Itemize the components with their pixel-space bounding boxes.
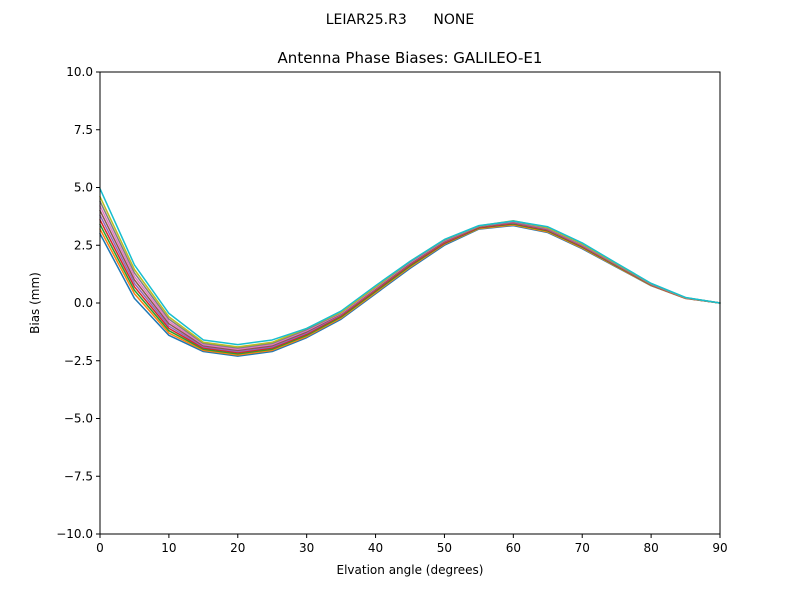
x-tick-label: 40 [368,541,383,555]
x-tick-label: 20 [230,541,245,555]
x-tick-label: 0 [96,541,104,555]
series-line-10 [99,187,721,346]
chart-title: Antenna Phase Biases: GALILEO-E1 [278,49,543,67]
x-axis: 0 10 20 30 40 50 60 70 80 90 [96,534,728,555]
y-tick-label: −10.0 [56,527,93,541]
y-tick-label: 0.0 [74,296,93,310]
figure-suptitle: LEIAR25.R3 NONE [326,12,475,28]
x-tick-label: 30 [299,541,314,555]
y-tick-label: 2.5 [74,238,93,252]
y-tick-label: −7.5 [64,469,93,483]
x-tick-label: 10 [161,541,176,555]
series-layer [99,187,721,357]
y-tick-label: −5.0 [64,412,93,426]
y-axis-label: Bias (mm) [28,272,42,334]
y-tick-label: 5.0 [74,181,93,195]
x-tick-label: 90 [712,541,727,555]
y-tick-label: 10.0 [66,65,93,79]
x-tick-label: 70 [575,541,590,555]
x-tick-label: 50 [437,541,452,555]
y-tick-label: 7.5 [74,123,93,137]
x-tick-label: 80 [643,541,658,555]
y-tick-label: −2.5 [64,354,93,368]
x-axis-label: Elvation angle (degrees) [337,563,484,577]
y-axis: 10.0 7.5 5.0 2.5 0.0 −2.5 −5.0 −7.5 −10.0 [56,65,100,541]
x-tick-label: 60 [506,541,521,555]
